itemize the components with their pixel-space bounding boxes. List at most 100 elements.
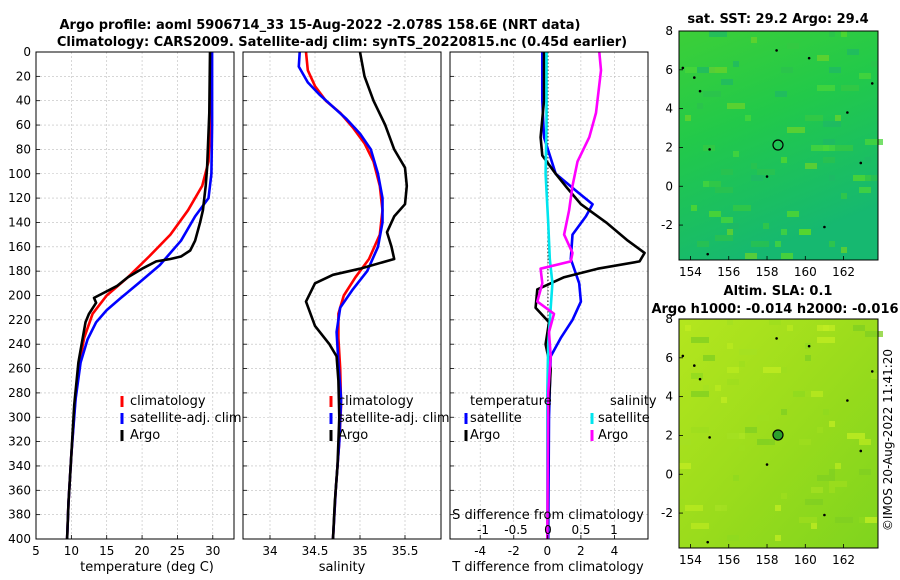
m-sst-pixel xyxy=(751,37,757,43)
m-sst-pixel xyxy=(745,253,757,259)
m-sst-pixel xyxy=(829,67,841,73)
island-dot xyxy=(765,463,769,466)
temperature-xtick-label: 25 xyxy=(170,544,185,558)
difference-xtick-label: 2 xyxy=(577,544,585,558)
temperature-xtick-label: 10 xyxy=(64,544,79,558)
m-sla-pixel xyxy=(805,499,823,505)
latitude-tick-label: 0 xyxy=(665,179,673,193)
m-sst-pixel xyxy=(721,79,733,85)
latitude-tick-label: 6 xyxy=(665,63,673,77)
m-sla-pixel xyxy=(859,469,871,475)
longitude-tick-label: 160 xyxy=(794,265,817,279)
island-dot xyxy=(775,337,778,340)
m-sst-pixel xyxy=(733,205,751,211)
island-dot xyxy=(698,377,702,381)
legend-s-argo: Argo xyxy=(598,428,628,443)
longitude-tick-label: 160 xyxy=(794,553,817,567)
m-sst-pixel xyxy=(703,91,721,97)
m-sst-pixel xyxy=(871,61,877,67)
m-sla-pixel xyxy=(781,367,787,373)
temperature-series-argo xyxy=(65,51,212,540)
longitude-tick-label: 156 xyxy=(717,553,740,567)
temperature-xtick-label: 15 xyxy=(99,544,114,558)
m-sst-pixel xyxy=(829,31,835,37)
m-sla-pixel xyxy=(679,463,691,469)
temperature-xtick-label: 5 xyxy=(32,544,40,558)
s-difference-tick-label: 0.5 xyxy=(571,523,590,537)
m-sst-pixel xyxy=(703,181,709,187)
legend-climatology-2: climatology xyxy=(338,394,414,409)
m-sla-pixel xyxy=(685,325,691,331)
temperature-legend: climatology satellite-adj. clim Argo xyxy=(120,394,242,443)
legend-t-argo: Argo xyxy=(470,428,500,443)
m-sla-pixel xyxy=(811,391,823,397)
m-sla-pixel xyxy=(829,421,835,427)
m-sla-pixel xyxy=(823,409,829,415)
m-sst-pixel xyxy=(865,157,871,163)
island-dot xyxy=(807,56,811,60)
m-sla-pixel xyxy=(847,433,865,439)
m-sst-pixel xyxy=(697,67,715,73)
imos-credit: ©IMOS 20-Aug-2022 11:41:20 xyxy=(881,349,895,531)
m-sst-pixel xyxy=(697,241,709,247)
m-sst-pixel xyxy=(859,187,871,193)
sst-map-box xyxy=(678,30,879,261)
s-difference-tick-label: 0 xyxy=(544,523,552,537)
m-sla-pixel xyxy=(727,367,739,373)
temperature-panel: 0 20 40 60 80 100 120 140 160 180 200 220 240 260 280 3… xyxy=(8,45,242,575)
m-sla-pixel xyxy=(817,427,823,433)
depth-tick-label: 120 xyxy=(8,191,31,205)
m-sst-pixel xyxy=(715,187,733,193)
depth-tick-label: 0 xyxy=(23,45,31,59)
difference-panel: -4 -2 0 2 4 -1 -0.5 0 0.5 1 S difference from cl… xyxy=(449,51,657,575)
temperature-xtick-label: 30 xyxy=(205,544,220,558)
island-dot xyxy=(823,513,826,517)
sst-map-panel: sat. SST: 29.2 Argo: 29.4 154 156 158 160 16… xyxy=(661,12,883,279)
island-dot xyxy=(681,354,685,358)
m-sst-pixel xyxy=(781,229,787,235)
salinity-panel: 34 34.5 35 35.5 salinity climatology satell… xyxy=(242,51,450,575)
island-dot xyxy=(870,370,874,373)
m-sst-pixel xyxy=(733,151,739,157)
latitude-tick-label: 8 xyxy=(665,312,673,326)
latitude-tick-label: -2 xyxy=(661,218,673,232)
legend-temperature-title: temperature xyxy=(470,394,552,409)
m-sla-pixel xyxy=(691,427,709,433)
latitude-tick-label: -2 xyxy=(661,506,673,520)
island-dot xyxy=(765,175,769,178)
legend-climatology: climatology xyxy=(130,394,206,409)
m-sla-pixel xyxy=(805,391,811,397)
island-dot xyxy=(706,540,710,544)
m-sla-pixel xyxy=(679,499,685,505)
latitude-tick-label: 6 xyxy=(665,351,673,365)
island-dot xyxy=(698,89,702,93)
island-dot xyxy=(693,364,696,367)
argo-marker-sla xyxy=(772,429,784,441)
depth-tick-label: 40 xyxy=(16,94,31,108)
depth-tick-label: 140 xyxy=(8,215,31,229)
longitude-tick-label: 154 xyxy=(679,265,702,279)
latitude-tick-label: 8 xyxy=(665,24,673,38)
salinity-series-argo xyxy=(304,51,409,540)
m-sla-pixel xyxy=(757,439,775,445)
m-sst-pixel xyxy=(727,229,733,235)
m-sst-pixel xyxy=(691,205,697,211)
m-sst-pixel xyxy=(787,127,805,133)
m-sla-pixel xyxy=(757,415,769,421)
longitude-tick-label: 156 xyxy=(717,265,740,279)
t-difference-xlabel: T difference from climatology xyxy=(451,560,644,575)
m-sla-pixel xyxy=(739,445,745,451)
m-sst-pixel xyxy=(805,115,823,121)
island-dot xyxy=(708,148,711,151)
m-sst-pixel xyxy=(865,175,877,181)
m-sla-pixel xyxy=(811,487,823,493)
m-sst-pixel xyxy=(823,157,835,163)
m-sla-pixel xyxy=(739,361,745,367)
m-sst-pixel xyxy=(841,247,847,253)
island-dot xyxy=(846,111,849,114)
m-sla-pixel xyxy=(685,505,703,511)
m-sla-pixel xyxy=(691,391,709,397)
m-sst-pixel xyxy=(715,235,733,241)
depth-tick-label: 160 xyxy=(8,240,31,254)
m-sla-pixel xyxy=(829,481,847,487)
